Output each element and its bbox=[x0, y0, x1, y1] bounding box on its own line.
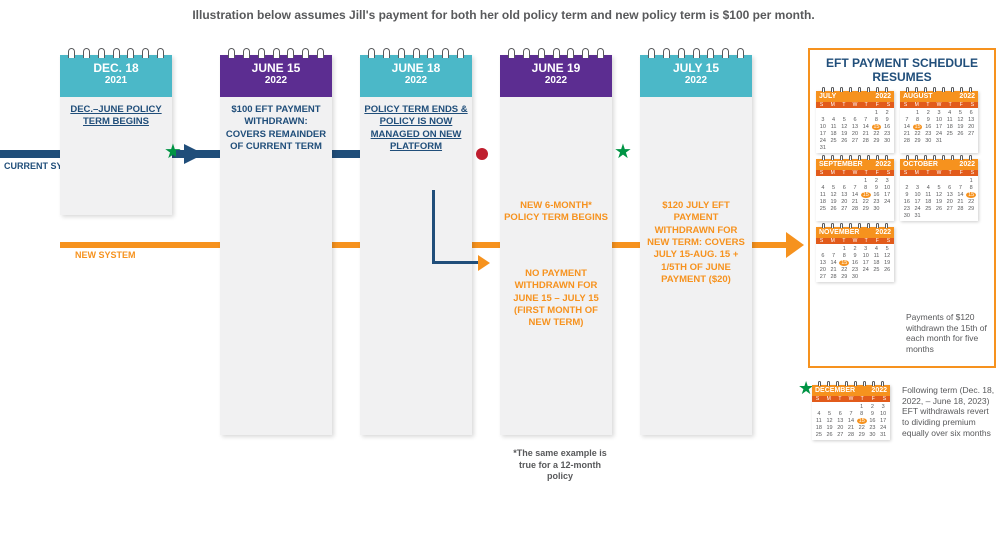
card-year: 2022 bbox=[500, 75, 612, 86]
mini-cal-year: 2022 bbox=[875, 161, 891, 168]
footnote: *The same example is true for a 12-month… bbox=[510, 448, 610, 483]
mini-cal-year: 2022 bbox=[875, 229, 891, 236]
december-calendar: DECEMBER2022SMTWTFS 12345678910111213141… bbox=[812, 385, 890, 440]
new-system-arrowhead bbox=[786, 232, 804, 258]
mini-calendar: SEPTEMBER2022SMTWTFS 1234567891011121314… bbox=[816, 159, 894, 221]
connector-arrowhead bbox=[478, 255, 490, 271]
timeline-card: DEC. 182021 DEC.–JUNE POLICY TERM BEGINS bbox=[60, 55, 172, 215]
connector-vertical bbox=[432, 190, 435, 264]
mini-cal-month: JULY bbox=[819, 93, 836, 100]
card-month: JULY 15 bbox=[640, 61, 752, 75]
card-body-text: $120 JULY EFT PAYMENT WITHDRAWN FOR NEW … bbox=[640, 196, 752, 290]
mini-cal-month: DECEMBER bbox=[815, 387, 855, 394]
mini-cal-month: SEPTEMBER bbox=[819, 161, 863, 168]
eft-schedule-title: EFT PAYMENT SCHEDULE RESUMES bbox=[816, 56, 988, 85]
card-body-text: NO PAYMENT WITHDRAWN FOR JUNE 15 – JULY … bbox=[500, 264, 612, 334]
eft-schedule-caption: Payments of $120 withdrawn the 15th of e… bbox=[906, 312, 994, 355]
star-icon bbox=[614, 143, 632, 161]
card-year: 2022 bbox=[220, 75, 332, 86]
timeline-card: JUNE 182022 POLICY TERM ENDS & POLICY IS … bbox=[360, 55, 472, 435]
mini-calendar: OCTOBER2022SMTWTFS 123456789101112131415… bbox=[900, 159, 978, 221]
mini-cal-month: NOVEMBER bbox=[819, 229, 859, 236]
card-year: 2022 bbox=[360, 75, 472, 86]
mini-cal-year: 2022 bbox=[871, 387, 887, 394]
card-body-text: POLICY TERM ENDS & POLICY IS NOW MANAGED… bbox=[360, 100, 472, 157]
card-body-text: NEW 6-MONTH* POLICY TERM BEGINS bbox=[500, 196, 612, 229]
blue-arrow-icon bbox=[184, 144, 204, 164]
mini-cal-year: 2022 bbox=[959, 93, 975, 100]
card-year: 2021 bbox=[60, 75, 172, 86]
mini-cal-month: AUGUST bbox=[903, 93, 933, 100]
card-month: JUNE 18 bbox=[360, 61, 472, 75]
mini-calendar: DECEMBER2022SMTWTFS 12345678910111213141… bbox=[812, 385, 890, 440]
mini-calendar: JULY2022SMTWTFS 123456789101112131415161… bbox=[816, 91, 894, 153]
mini-calendar: AUGUST2022SMTWTFS 1234567891011121314151… bbox=[900, 91, 978, 153]
calendar-grid: JULY2022SMTWTFS 123456789101112131415161… bbox=[816, 91, 988, 282]
mini-cal-year: 2022 bbox=[875, 93, 891, 100]
card-year: 2022 bbox=[640, 75, 752, 86]
december-caption: Following term (Dec. 18, 2022, – June 18… bbox=[902, 385, 998, 438]
red-dot-icon bbox=[476, 148, 488, 160]
card-body-text: DEC.–JUNE POLICY TERM BEGINS bbox=[60, 100, 172, 133]
card-month: DEC. 18 bbox=[60, 61, 172, 75]
mini-calendar: NOVEMBER2022SMTWTFS 12345678910111213141… bbox=[816, 227, 894, 282]
timeline-card: JUNE 152022 $100 EFT PAYMENT WITHDRAWN: C… bbox=[220, 55, 332, 435]
subtitle: Illustration below assumes Jill's paymen… bbox=[0, 8, 1007, 22]
mini-cal-year: 2022 bbox=[959, 161, 975, 168]
mini-cal-month: OCTOBER bbox=[903, 161, 938, 168]
card-month: JUNE 19 bbox=[500, 61, 612, 75]
card-month: JUNE 15 bbox=[220, 61, 332, 75]
timeline-card: JULY 152022 $120 JULY EFT PAYMENT WITHDRA… bbox=[640, 55, 752, 435]
card-body-text: $100 EFT PAYMENT WITHDRAWN: COVERS REMAI… bbox=[220, 100, 332, 157]
eft-schedule-box: EFT PAYMENT SCHEDULE RESUMES JULY2022SMT… bbox=[808, 48, 996, 368]
timeline-card: JUNE 192022 NEW 6-MONTH* POLICY TERM BEGI… bbox=[500, 55, 612, 435]
connector-horizontal bbox=[432, 261, 480, 264]
new-system-label: NEW SYSTEM bbox=[75, 250, 136, 260]
